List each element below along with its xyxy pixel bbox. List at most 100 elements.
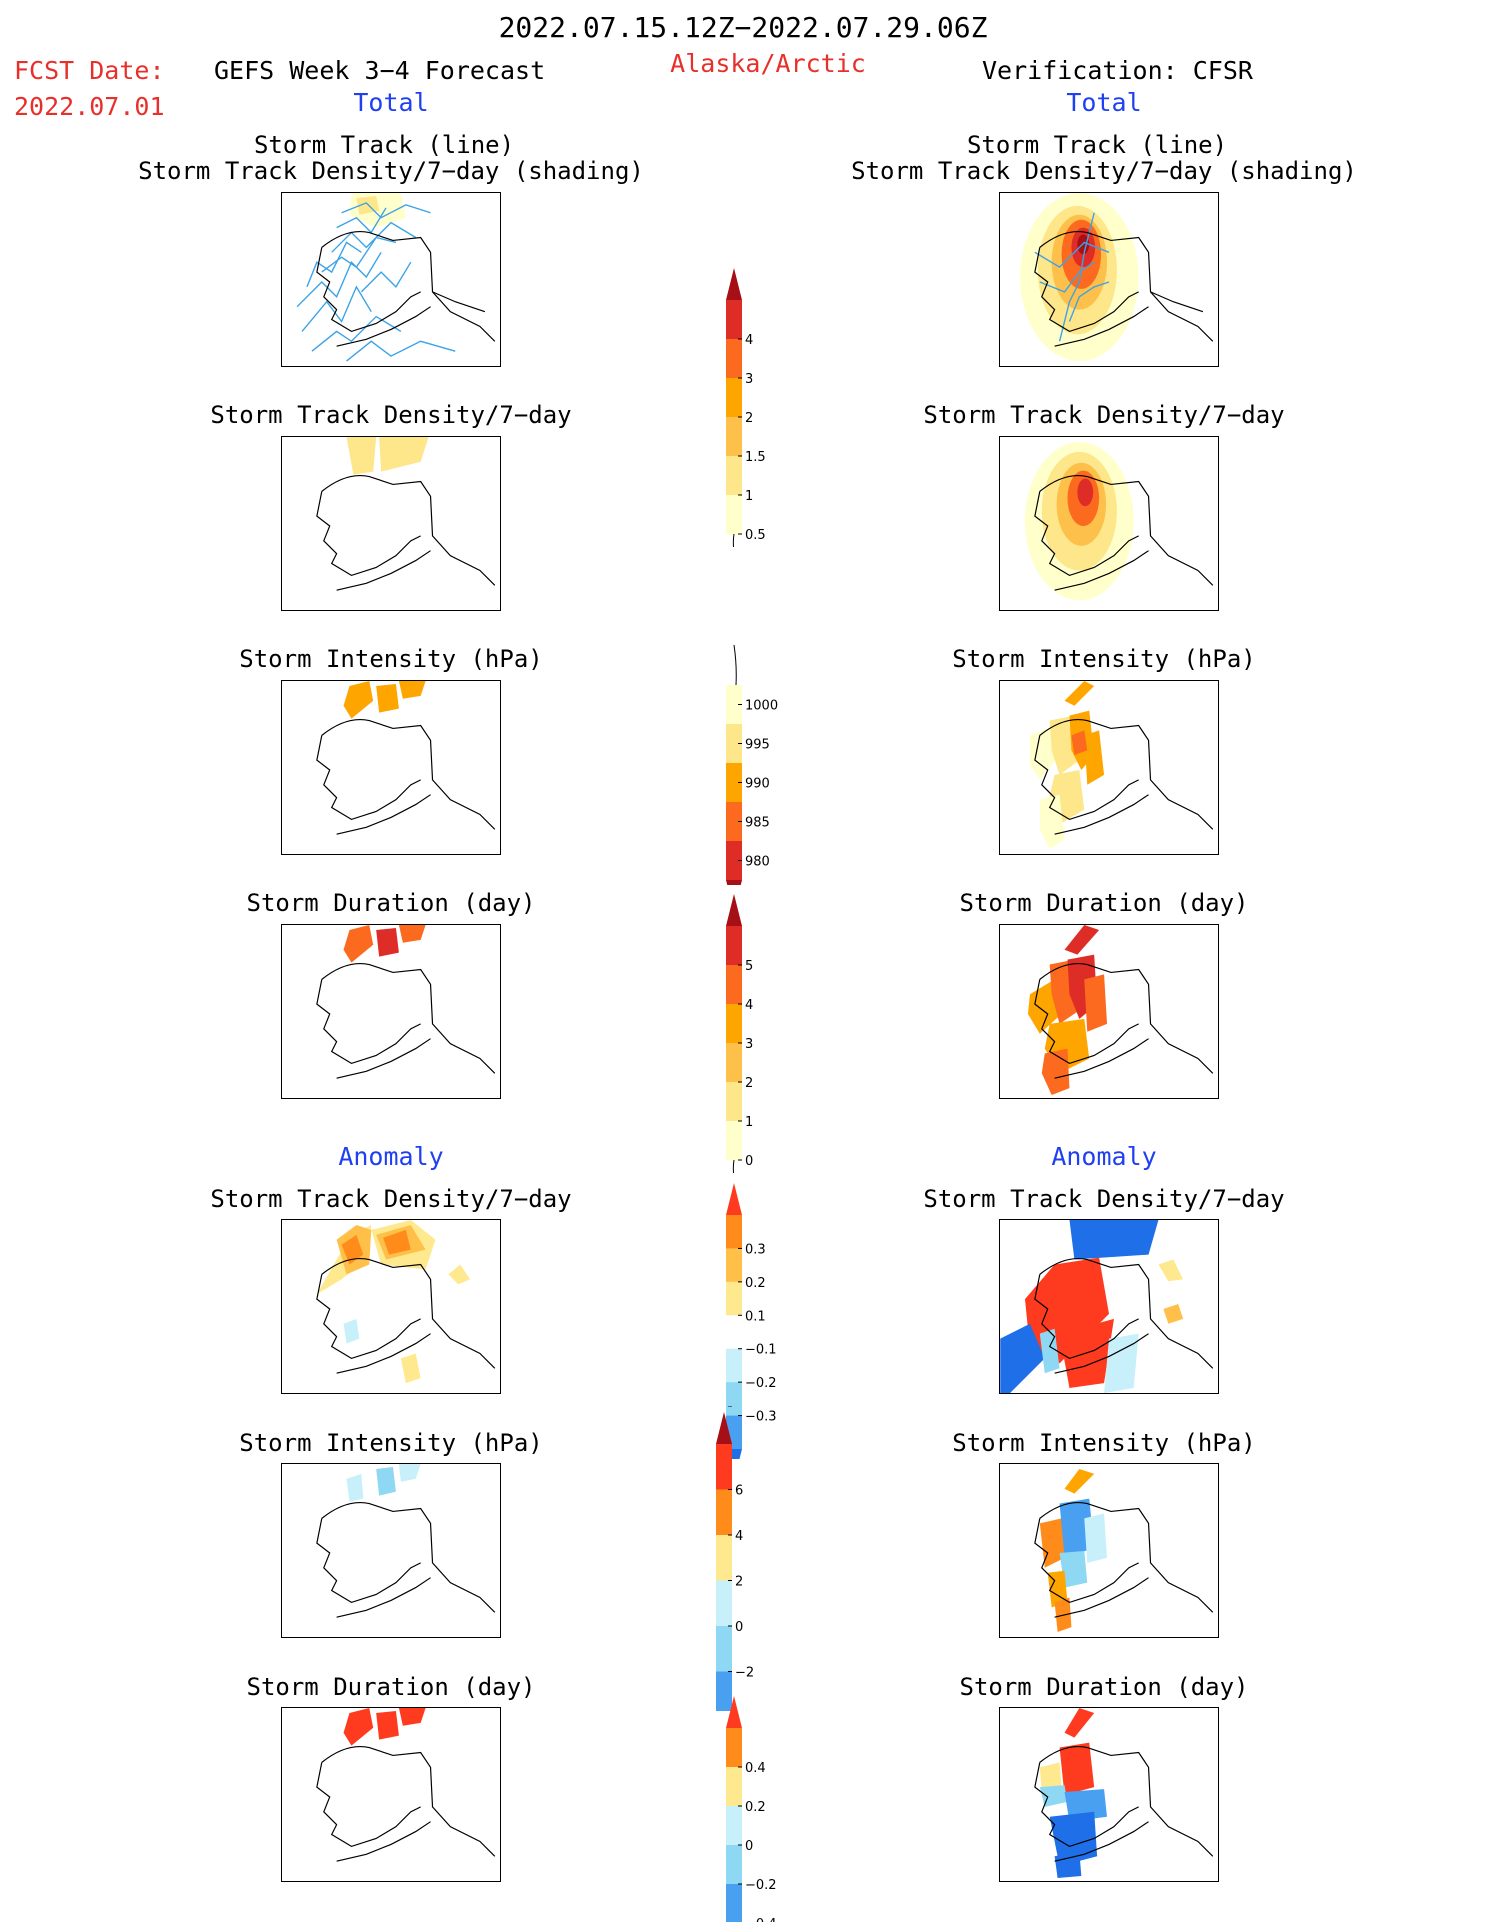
colorbar-tick-label: 1 [745, 1115, 753, 1130]
colorbar-tick-label: 1 [745, 489, 753, 504]
right-p5-title: Storm Track Density/7−day [923, 1185, 1285, 1213]
left-p1-title2: Storm Track Density/7−day (shading) [138, 157, 644, 185]
colorbar-tick-label: −0.4 [745, 1917, 777, 1922]
colorbar-segment [726, 1884, 742, 1922]
region-title: Alaska/Arctic [670, 49, 866, 78]
left-density-map [281, 436, 501, 611]
map-svg [1020, 193, 1214, 362]
colorbar-top-arrow [726, 894, 742, 926]
colorbar-tick-label: 5 [745, 959, 753, 974]
shading [1029, 681, 1105, 850]
colorbar-segment [726, 378, 742, 418]
left-p1-title1: Storm Track (line) [253, 131, 515, 159]
right-p2-title: Storm Track Density/7−day [923, 401, 1285, 429]
colorbar-tick-label: 0.1 [745, 1309, 766, 1324]
colorbar-segment [726, 763, 742, 803]
colorbar-top-arrow [726, 268, 742, 300]
colorbar-segment [726, 300, 742, 340]
colorbar-segment [726, 1121, 742, 1161]
colorbar-segment [726, 1215, 742, 1249]
colorbar-segment [726, 1728, 742, 1768]
colorbar-tick-label: 4 [745, 998, 753, 1013]
colorbar-tick-label: 2 [745, 1076, 753, 1091]
colorbar-tick-label: 0 [745, 1839, 753, 1854]
fcst-date-value: 2022.07.01 [14, 92, 165, 121]
colorbar-segment [726, 724, 742, 764]
shading [343, 925, 426, 963]
colorbar-segment [726, 456, 742, 496]
right-density-map [999, 436, 1219, 611]
colorbar-segment [726, 1767, 742, 1807]
shading [1027, 925, 1108, 1096]
model-title: GEFS Week 3−4 Forecast [214, 56, 546, 85]
right-p1-title2: Storm Track Density/7−day (shading) [851, 157, 1357, 185]
colorbar-tick-label: 2 [735, 1575, 743, 1590]
colorbar-segment [726, 417, 742, 457]
left-p5-title: Storm Track Density/7−day [210, 1185, 572, 1213]
colorbar-segment [726, 1082, 742, 1122]
colorbar-segment [716, 1444, 732, 1490]
right-p6-title: Storm Intensity (hPa) [952, 1429, 1256, 1457]
map-svg [296, 193, 496, 362]
left-p7-title: Storm Duration (day) [246, 1673, 536, 1701]
colorbar-tick-label: 0.4 [745, 1761, 766, 1776]
colorbar-segment [726, 926, 742, 966]
fcst-date-label: FCST Date: [14, 56, 165, 85]
colorbar-tick-label: 6 [735, 1484, 743, 1499]
left-p4-title: Storm Duration (day) [246, 889, 536, 917]
left-p6-title: Storm Intensity (hPa) [239, 1429, 543, 1457]
right-p4-title: Storm Duration (day) [959, 889, 1249, 917]
verification-title: Verification: CFSR [982, 56, 1253, 85]
colorbar-segment [726, 802, 742, 842]
shading [343, 681, 426, 719]
colorbar-tick-label: 4 [745, 333, 753, 348]
colorbar-segment [726, 1043, 742, 1083]
colorbar-segment [726, 1845, 742, 1885]
colorbar-tick-label: 1.5 [745, 450, 766, 465]
colorbar-tick-label: −0.2 [745, 1878, 777, 1893]
colorbar-tick-label: 0.5 [745, 528, 766, 543]
left-p2-title: Storm Track Density/7−day [210, 401, 572, 429]
colorbar-segment [726, 685, 742, 725]
track-lines [296, 202, 456, 362]
right-storm-track-map [999, 192, 1219, 367]
left-storm-track-map [281, 192, 501, 367]
left-anomaly-label: Anomaly [338, 1142, 444, 1171]
colorbar-tick-label: 0.2 [745, 1276, 766, 1291]
colorbar-tick-label: 0 [735, 1620, 743, 1635]
colorbar-tick-label: −0.1 [745, 1343, 777, 1358]
colorbar-tick-label: 1000 [745, 699, 778, 714]
colorbar-top-arrow [726, 1183, 742, 1215]
duration-anomaly-colorbar: 0.4 0.2 0 −0.2 −0.4 [726, 1696, 777, 1922]
left-p3-title: Storm Intensity (hPa) [239, 645, 543, 673]
colorbar-tick-label: 3 [745, 1037, 753, 1052]
colorbar-tick-label: 980 [745, 855, 770, 870]
colorbar-bottom-arrow [726, 880, 742, 885]
shading [346, 1464, 421, 1502]
left-intensity-anomaly-map [281, 1463, 501, 1638]
colorbar-tick-label: 2 [745, 411, 753, 426]
colorbar-segment [726, 1281, 742, 1316]
left-intensity-map [281, 680, 501, 855]
colorbar-segment [726, 1248, 742, 1283]
colorbar-tick-label: 0.2 [745, 1800, 766, 1815]
right-duration-map [999, 924, 1219, 1099]
shading [346, 437, 429, 475]
duration-colorbar: 5 4 3 2 1 0 [726, 894, 753, 1173]
colorbar-tick-label: 3 [745, 372, 753, 387]
colorbar-tick-label: −0.3 [745, 1410, 777, 1425]
right-intensity-map [999, 680, 1219, 855]
colorbar-segment [726, 1004, 742, 1044]
right-density-anomaly-map [999, 1219, 1219, 1394]
colorbar-segment [726, 1806, 742, 1846]
shading [1000, 1220, 1184, 1393]
colorbar-tick-label: −6 [735, 1406, 754, 1410]
right-intensity-anomaly-map [999, 1463, 1219, 1638]
colorbar-top-arrow [726, 1696, 742, 1728]
colorbar-segment [716, 1580, 732, 1627]
right-anomaly-label: Anomaly [1051, 1142, 1157, 1171]
colorbar-tick-label: −0.2 [745, 1376, 777, 1391]
colorbar-tick-label: 995 [745, 738, 770, 753]
coastline [316, 231, 496, 347]
colorbar-segment [726, 1315, 742, 1350]
